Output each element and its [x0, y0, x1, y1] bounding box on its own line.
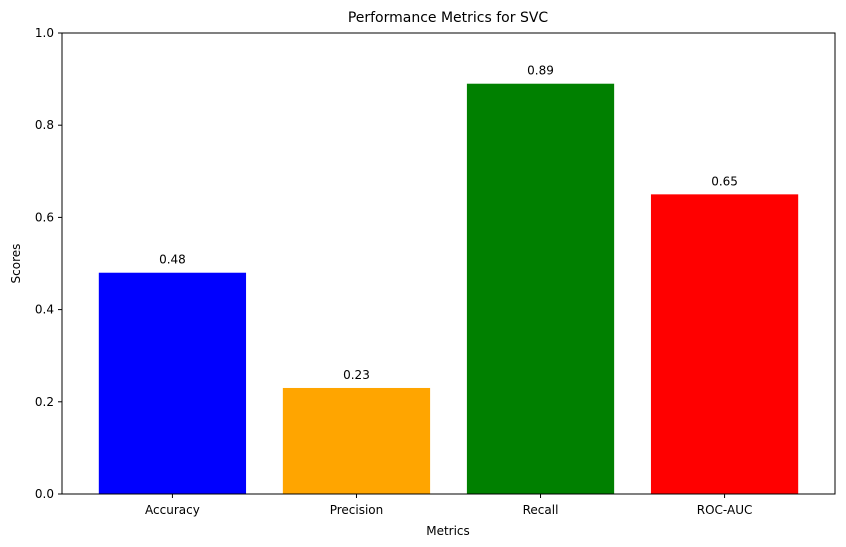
x-tick-label-roc-auc: ROC-AUC — [697, 503, 753, 517]
value-labels-layer: 0.48 0.23 0.89 0.65 — [159, 64, 738, 382]
y-tick-label-0-4: 0.4 — [35, 303, 54, 317]
plot-frame — [61, 32, 836, 495]
y-tick-label-0-6: 0.6 — [35, 210, 54, 224]
value-label-recall: 0.89 — [527, 64, 554, 78]
y-tick-label-0-0: 0.0 — [35, 487, 54, 501]
bar-roc-auc — [650, 194, 799, 494]
value-label-precision: 0.23 — [343, 368, 370, 382]
y-axis-label: Scores — [9, 244, 23, 284]
x-tick-label-accuracy: Accuracy — [145, 503, 200, 517]
y-axis: 0.0 0.2 0.4 0.6 0.8 1.0 — [35, 26, 62, 501]
bar-precision — [282, 387, 431, 494]
y-tick-label-0-8: 0.8 — [35, 118, 54, 132]
bars-layer — [98, 83, 799, 495]
value-label-accuracy: 0.48 — [159, 253, 186, 267]
x-axis-label: Metrics — [426, 524, 470, 538]
y-tick-label-0-2: 0.2 — [35, 395, 54, 409]
value-label-roc-auc: 0.65 — [711, 174, 738, 188]
x-tick-label-precision: Precision — [330, 503, 384, 517]
x-tick-label-recall: Recall — [523, 503, 559, 517]
y-tick-label-1-0: 1.0 — [35, 26, 54, 40]
x-axis: Accuracy Precision Recall ROC-AUC — [145, 494, 752, 517]
bar-accuracy — [98, 272, 247, 494]
chart-title: Performance Metrics for SVC — [348, 10, 549, 26]
bar-recall — [466, 83, 615, 495]
